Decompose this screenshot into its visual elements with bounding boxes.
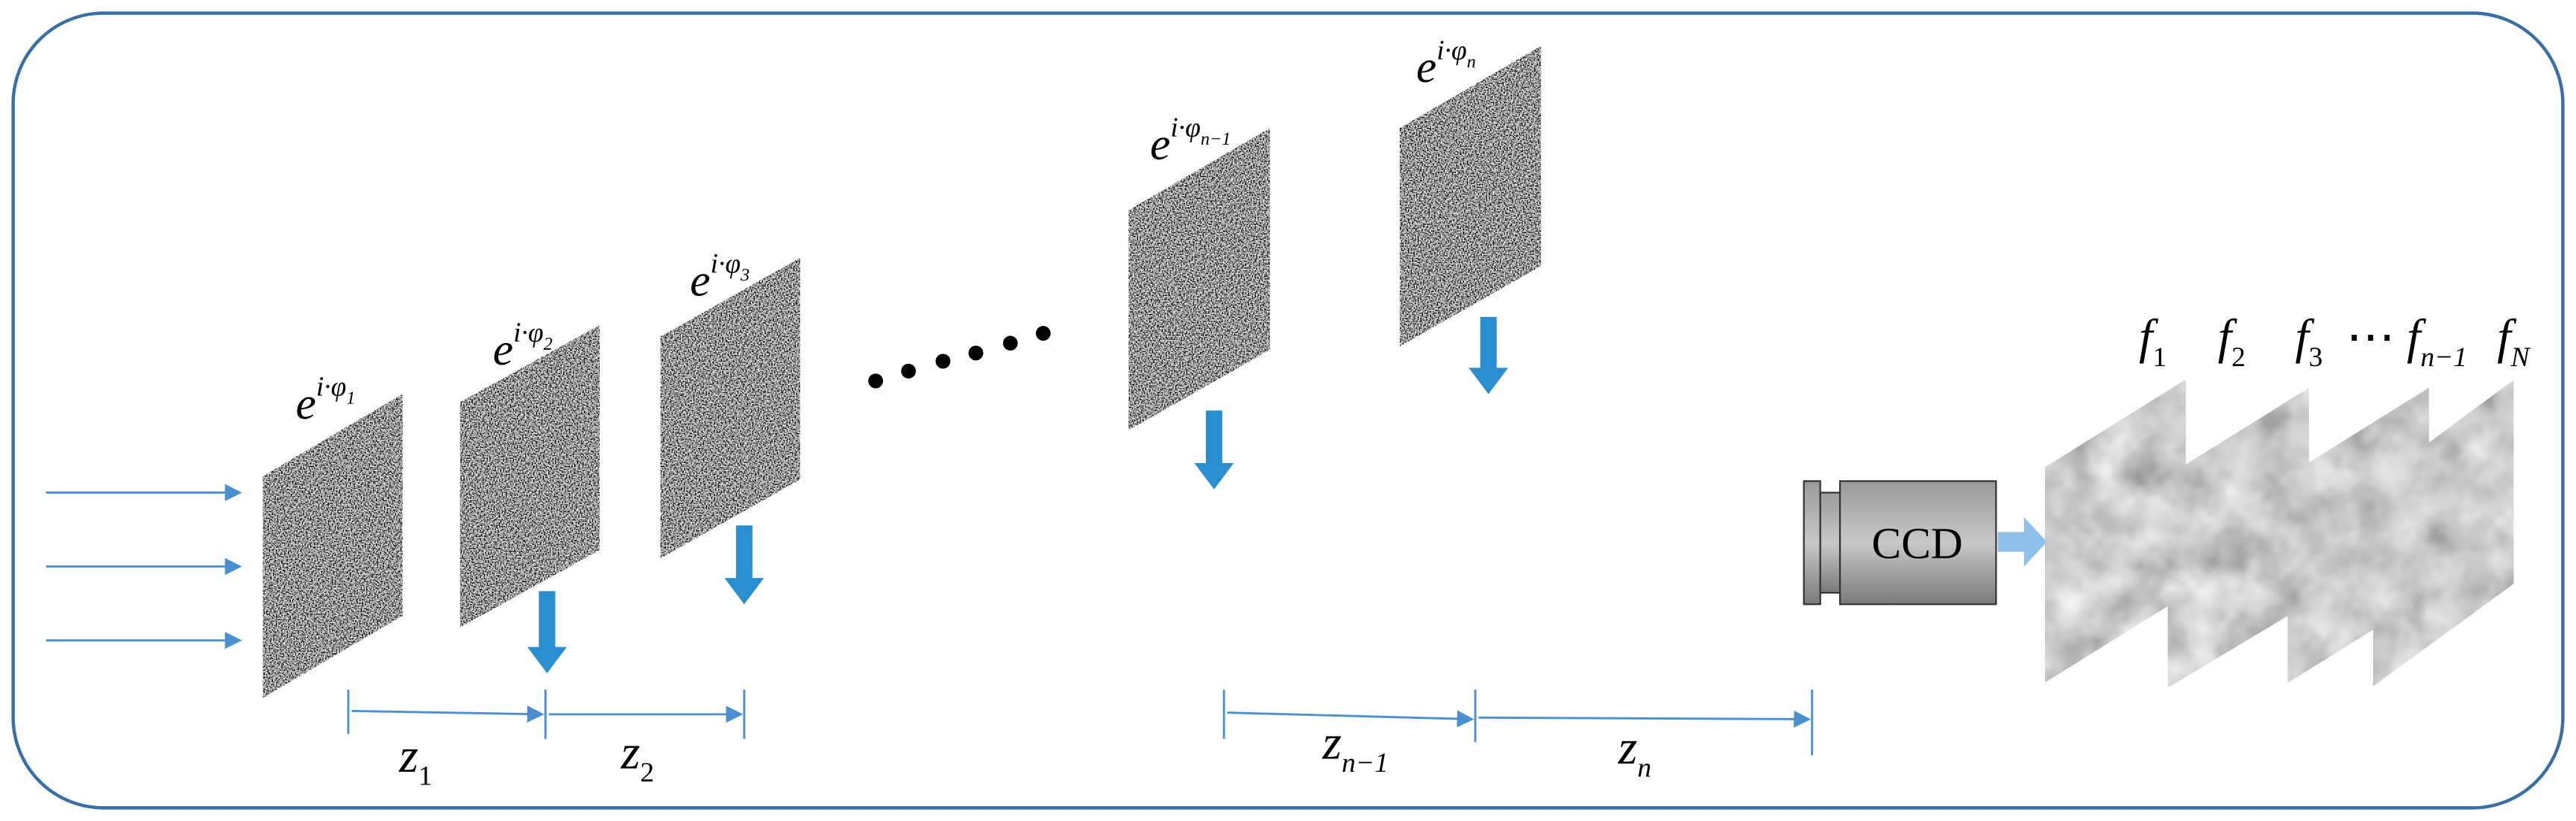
dot	[968, 345, 984, 361]
dot	[868, 373, 884, 389]
index: n−1	[1201, 129, 1231, 149]
distance-labels: z1 z2 zn−1 zn	[398, 715, 1651, 791]
distance-label: zn−1	[1322, 715, 1388, 778]
symbol: z	[398, 729, 418, 783]
camera-lens	[1819, 491, 1841, 594]
index: n−1	[2420, 342, 2467, 373]
index: 2	[640, 758, 654, 788]
base: e	[1150, 119, 1170, 170]
dot	[1035, 326, 1051, 341]
base: e	[493, 324, 513, 375]
phase-mask	[1399, 45, 1542, 347]
index: 2	[2231, 342, 2246, 373]
distance-bars	[347, 689, 1814, 755]
down-arrow	[1468, 316, 1509, 394]
mask-label: ei·φ1	[296, 372, 356, 430]
down-arrow	[1194, 410, 1234, 490]
image	[2167, 387, 2310, 688]
symbol: z	[1322, 715, 1342, 770]
exponent: i·φ	[1170, 113, 1200, 143]
mask-labels: ei·φ1 ei·φ2 ei·φ3 ei·φn−1 ei·φn	[296, 35, 1476, 429]
mask-label: ei·φ3	[690, 249, 750, 306]
incident-light	[45, 484, 242, 649]
exponent: i·φ	[316, 372, 346, 403]
output-arrow	[1997, 517, 2047, 567]
index: N	[2510, 342, 2531, 373]
exponent: i·φ	[711, 249, 741, 280]
dot	[935, 353, 951, 369]
camera-body	[1839, 480, 1997, 605]
index: n	[1467, 51, 1476, 72]
dot	[1002, 336, 1018, 351]
image-labels: f1 f2 f3 ⋯ fn−1 fN	[2139, 309, 2531, 373]
index: 1	[418, 761, 433, 792]
image-label: fN	[2497, 309, 2531, 373]
symbol: z	[621, 726, 641, 780]
dimension	[1478, 710, 1812, 728]
image-label: f2	[2218, 309, 2246, 373]
image-label: f1	[2139, 309, 2167, 373]
images	[2044, 379, 2515, 688]
mask-label: ei·φn−1	[1150, 113, 1231, 170]
base: e	[296, 379, 316, 430]
camera-label: CCD	[1872, 519, 1963, 568]
image	[2044, 379, 2186, 683]
mask-label: ei·φn	[1416, 35, 1476, 92]
down-arrow	[527, 591, 567, 673]
frame	[11, 11, 2565, 810]
index: 1	[346, 389, 355, 409]
phase-mask	[660, 257, 800, 559]
index: 1	[2152, 342, 2167, 373]
down-arrow	[724, 525, 764, 605]
symbol: z	[1618, 720, 1638, 775]
image-label: fn−1	[2407, 309, 2467, 373]
base: e	[1416, 42, 1436, 92]
ccd-camera: CCD	[1803, 480, 1997, 605]
index: 2	[544, 334, 553, 354]
ellipsis: ⋯	[2346, 309, 2396, 364]
distance-label: zn	[1618, 720, 1651, 784]
distance-label: z1	[398, 729, 432, 792]
camera-lens	[1803, 480, 1821, 605]
base: e	[690, 255, 710, 306]
phase-mask	[263, 394, 403, 698]
exponent: i·φ	[513, 318, 543, 348]
index: 3	[2309, 342, 2323, 373]
index: n−1	[1342, 748, 1389, 778]
phase-mask	[459, 324, 600, 628]
exponent: i·φ	[1436, 35, 1466, 66]
mask-label: ei·φ2	[493, 318, 553, 375]
dimension	[1227, 710, 1474, 728]
dimension	[351, 705, 544, 723]
index: 3	[740, 265, 750, 286]
image-label: f3	[2295, 309, 2322, 373]
index: n	[1637, 753, 1651, 784]
continuation-dots	[868, 326, 1051, 389]
phase-mask	[1128, 128, 1270, 430]
down-arrows	[527, 316, 1509, 673]
dot	[901, 363, 917, 379]
phase-masks	[263, 45, 1542, 698]
distance-label: z2	[621, 726, 654, 789]
image	[2372, 379, 2515, 687]
